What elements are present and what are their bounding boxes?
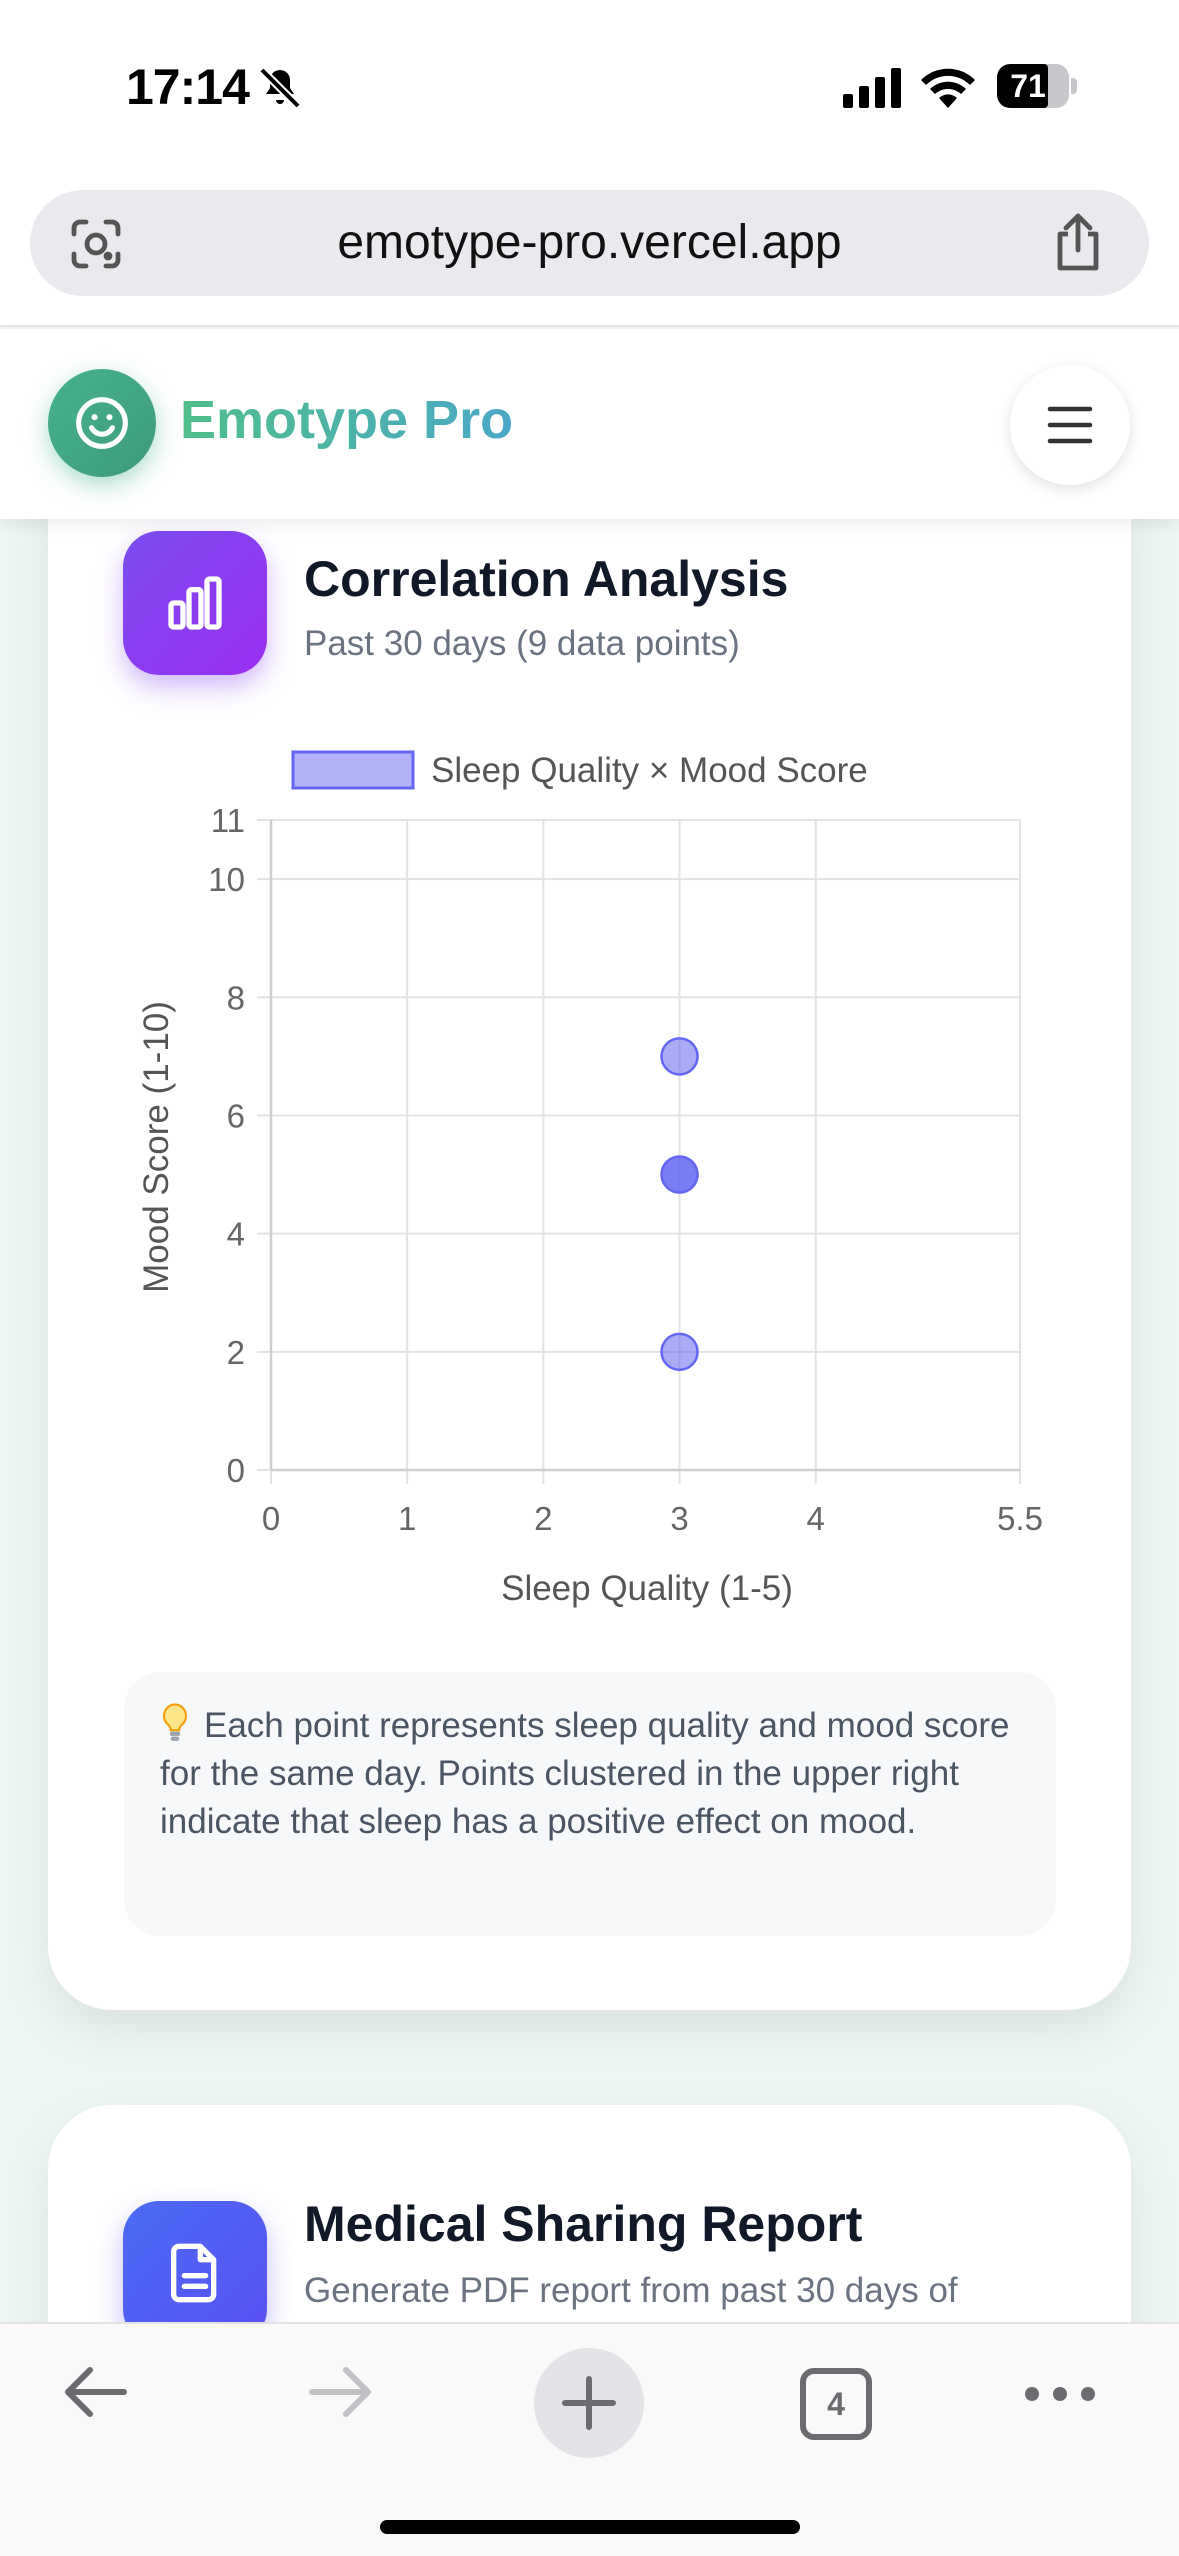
status-time: 17:14 [126, 59, 250, 115]
y-tick-label: 10 [208, 861, 245, 898]
browser-toolbar: 4 [0, 2322, 1179, 2556]
plus-icon [562, 2376, 616, 2430]
home-indicator [380, 2520, 800, 2534]
lens-icon[interactable] [68, 216, 124, 272]
new-tab-button[interactable] [534, 2348, 644, 2458]
share-icon[interactable] [1050, 212, 1106, 272]
tip-box: Each point represents sleep quality and … [124, 1672, 1056, 1936]
x-tick-label: 3 [670, 1500, 688, 1537]
data-point[interactable] [660, 1037, 699, 1076]
card-title: Correlation Analysis [304, 551, 789, 607]
more-icon[interactable] [1022, 2384, 1098, 2404]
card-subtitle: Past 30 days (9 data points) [304, 624, 740, 663]
browser-chrome: 17:14 71 emotype-pro.vercel.app [0, 0, 1179, 327]
bell-slash-icon [259, 67, 301, 109]
x-tick-label: 5.5 [997, 1500, 1043, 1537]
report-subtitle: Generate PDF report from past 30 days of [304, 2271, 958, 2310]
report-card-icon [123, 2201, 267, 2345]
x-tick-label: 0 [262, 1500, 280, 1537]
y-tick-label: 11 [211, 802, 245, 839]
hamburger-menu-icon [1047, 406, 1093, 444]
cellular-signal-icon [843, 68, 901, 108]
legend-label[interactable]: Sleep Quality × Mood Score [431, 751, 868, 790]
data-point[interactable] [660, 1332, 699, 1372]
scatter-chart: 0 1 2 3 4 5.5 0 2 4 6 8 10 11 Sleep Quality × Mood S… [137, 750, 1043, 1608]
report-title: Medical Sharing Report [304, 2196, 863, 2252]
menu-button[interactable] [1010, 365, 1130, 485]
battery-icon: 71 [997, 64, 1077, 108]
y-tick-label: 4 [227, 1216, 245, 1253]
y-axis-label: Mood Score (1-10) [137, 1001, 176, 1293]
tabs-icon[interactable]: 4 [800, 2368, 872, 2440]
back-arrow-icon[interactable] [60, 2364, 130, 2420]
x-tick-label: 1 [398, 1500, 416, 1537]
forward-arrow-icon[interactable] [306, 2364, 376, 2420]
document-icon [171, 2243, 217, 2303]
lightbulb-icon [162, 1703, 188, 1741]
x-tick-label: 4 [807, 1500, 825, 1537]
battery-percent: 71 [1010, 68, 1046, 104]
address-bar[interactable]: emotype-pro.vercel.app [30, 190, 1149, 296]
x-axis-label: Sleep Quality (1-5) [501, 1569, 793, 1608]
correlation-card: Correlation Analysis Past 30 days (9 dat… [48, 440, 1131, 2010]
tip-text: Each point represents sleep quality and … [160, 1702, 1030, 1846]
correlation-card-icon [123, 531, 267, 675]
y-tick-label: 2 [227, 1334, 245, 1371]
brand-name[interactable]: Emotype Pro [180, 390, 514, 450]
tip-body: Each point represents sleep quality and … [160, 1706, 1010, 1841]
legend-swatch[interactable] [291, 750, 415, 790]
logo[interactable] [48, 369, 156, 477]
y-tick-label: 8 [227, 979, 245, 1016]
bar-chart-icon [168, 576, 222, 630]
app-header: Emotype Pro [0, 329, 1179, 519]
y-tick-label: 6 [227, 1097, 245, 1134]
y-tick-label: 0 [227, 1452, 245, 1489]
wifi-icon [921, 68, 975, 108]
data-point[interactable] [660, 1155, 699, 1194]
url-text[interactable]: emotype-pro.vercel.app [337, 216, 842, 269]
smile-icon [76, 397, 128, 449]
x-tick-label: 2 [534, 1500, 552, 1537]
